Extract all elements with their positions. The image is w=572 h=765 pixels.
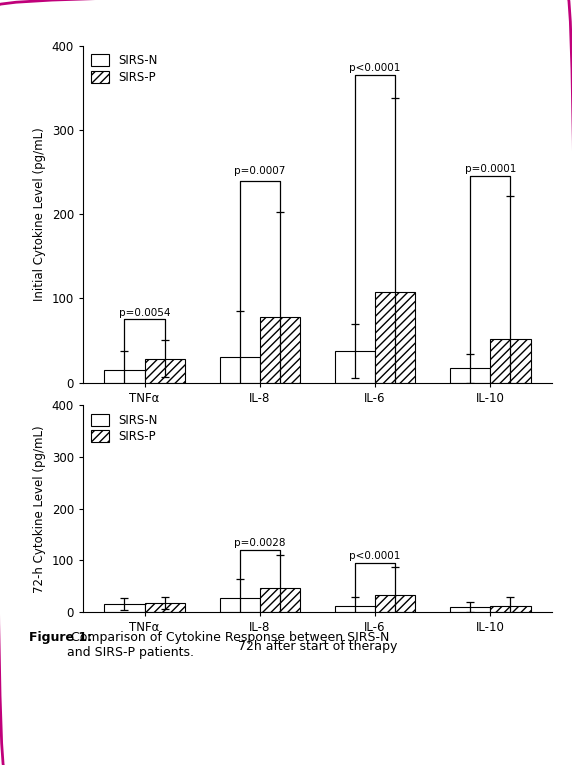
X-axis label: Infection onset: Infection onset: [271, 410, 364, 423]
Text: p<0.0001: p<0.0001: [349, 63, 401, 73]
Bar: [375, 595, 415, 612]
Text: p=0.0001: p=0.0001: [464, 164, 516, 174]
Text: p=0.0007: p=0.0007: [234, 166, 285, 177]
Bar: [145, 359, 185, 382]
Text: Figure 1:: Figure 1:: [29, 631, 92, 644]
Bar: [220, 597, 260, 612]
Y-axis label: Initial Cytokine Level (pg/mL): Initial Cytokine Level (pg/mL): [33, 127, 46, 301]
Bar: [490, 606, 531, 612]
Text: Comparison of Cytokine Response between SIRS-N
and SIRS-P patients.: Comparison of Cytokine Response between …: [67, 631, 390, 659]
Bar: [260, 317, 300, 382]
Bar: [450, 368, 490, 382]
Y-axis label: 72-h Cytokine Level (pg/mL): 72-h Cytokine Level (pg/mL): [33, 425, 46, 593]
Bar: [104, 604, 145, 612]
Bar: [145, 604, 185, 612]
X-axis label: 72h after start of therapy: 72h after start of therapy: [238, 640, 397, 653]
Bar: [335, 351, 375, 382]
Bar: [220, 357, 260, 382]
Legend: SIRS-N, SIRS-P: SIRS-N, SIRS-P: [89, 412, 160, 446]
Bar: [375, 291, 415, 382]
Text: p=0.0054: p=0.0054: [119, 308, 170, 317]
Bar: [450, 607, 490, 612]
Text: p=0.0028: p=0.0028: [234, 539, 285, 549]
Bar: [104, 370, 145, 382]
Text: p<0.0001: p<0.0001: [349, 552, 401, 562]
Legend: SIRS-N, SIRS-P: SIRS-N, SIRS-P: [89, 52, 160, 86]
Bar: [335, 606, 375, 612]
Bar: [490, 339, 531, 382]
Bar: [260, 588, 300, 612]
